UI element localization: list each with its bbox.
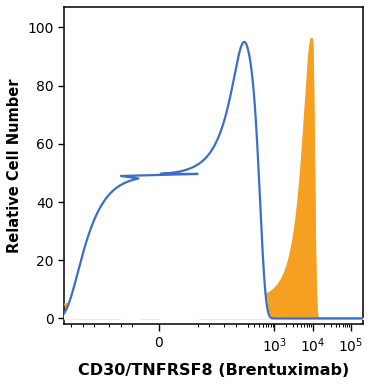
X-axis label: CD30/TNFRSF8 (Brentuximab): CD30/TNFRSF8 (Brentuximab): [78, 363, 349, 378]
Y-axis label: Relative Cell Number: Relative Cell Number: [7, 79, 22, 253]
